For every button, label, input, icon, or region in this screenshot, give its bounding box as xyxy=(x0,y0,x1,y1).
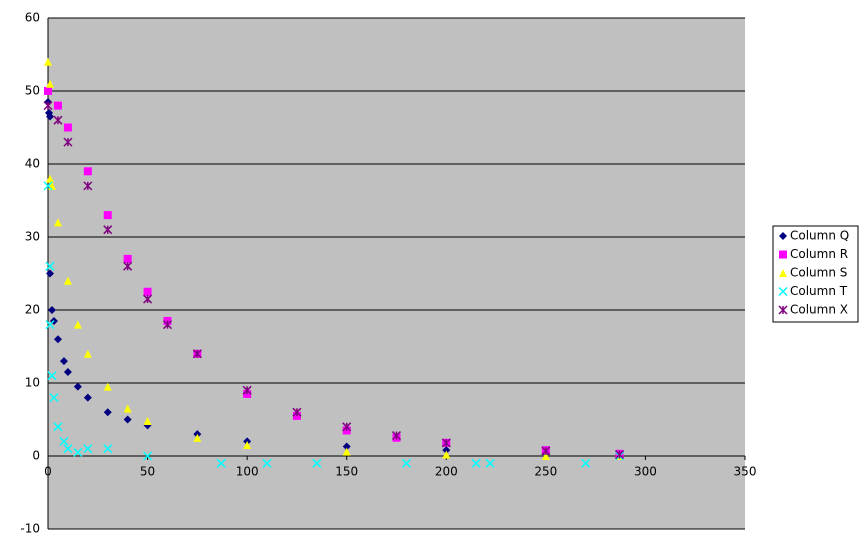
point xyxy=(541,452,550,460)
point xyxy=(541,446,551,456)
point xyxy=(43,181,53,191)
legend-label: Column Q xyxy=(790,229,849,243)
point xyxy=(53,422,63,432)
point xyxy=(442,446,451,455)
point xyxy=(262,458,272,468)
point xyxy=(59,357,68,366)
point xyxy=(123,415,132,424)
point xyxy=(43,101,53,111)
point xyxy=(103,211,112,220)
point xyxy=(581,458,591,468)
point xyxy=(73,320,82,329)
y-tick-label: 20 xyxy=(25,303,40,317)
point xyxy=(44,87,52,95)
point xyxy=(63,444,73,454)
point xyxy=(45,112,54,121)
point xyxy=(45,174,54,183)
point xyxy=(442,450,451,459)
point xyxy=(162,320,173,330)
point xyxy=(123,404,132,413)
y-tick-label: -10 xyxy=(20,522,40,536)
point xyxy=(342,422,352,432)
legend-marker xyxy=(779,232,787,240)
point xyxy=(401,458,411,468)
y-tick-label: 10 xyxy=(25,376,40,390)
y-tick-label: 60 xyxy=(25,11,40,25)
y-tick-label: 50 xyxy=(25,84,40,98)
point xyxy=(59,436,69,446)
y-tick-label: 0 xyxy=(32,449,40,463)
legend-box xyxy=(772,225,859,323)
point xyxy=(44,57,52,66)
point xyxy=(63,137,73,147)
point xyxy=(53,115,63,125)
point xyxy=(73,447,83,457)
point xyxy=(123,254,132,263)
point xyxy=(312,458,322,468)
point xyxy=(83,444,93,454)
point xyxy=(103,408,112,417)
point xyxy=(441,438,451,448)
point xyxy=(123,261,133,271)
point xyxy=(292,407,302,417)
point xyxy=(45,269,54,278)
point xyxy=(45,261,55,271)
point xyxy=(216,458,226,468)
x-tick-label: 300 xyxy=(634,465,657,479)
point xyxy=(83,181,93,191)
point xyxy=(53,335,62,344)
point xyxy=(615,450,625,460)
point xyxy=(53,101,62,110)
point xyxy=(49,393,59,403)
point xyxy=(143,416,152,425)
x-tick-label: 50 xyxy=(140,465,155,479)
point xyxy=(143,294,153,304)
point xyxy=(53,218,62,227)
legend-label: Column T xyxy=(790,284,848,298)
y-tick-label: 30 xyxy=(25,230,40,244)
point xyxy=(63,368,72,377)
point xyxy=(47,306,56,314)
point xyxy=(103,444,113,454)
legend-marker xyxy=(778,305,788,315)
point xyxy=(83,393,92,402)
x-tick-label: 0 xyxy=(44,465,52,479)
point xyxy=(73,382,82,391)
point xyxy=(143,451,153,461)
x-tick-label: 200 xyxy=(435,465,458,479)
point xyxy=(193,433,202,442)
x-tick-label: 100 xyxy=(236,465,259,479)
legend-marker xyxy=(779,269,787,277)
point xyxy=(103,225,113,235)
point xyxy=(45,320,55,330)
point xyxy=(83,349,92,358)
x-tick-label: 350 xyxy=(734,465,757,479)
point xyxy=(391,431,402,441)
point xyxy=(471,458,481,468)
legend-marker xyxy=(779,250,787,259)
point xyxy=(63,123,72,132)
point xyxy=(103,382,112,391)
point xyxy=(242,385,252,395)
point xyxy=(485,458,495,468)
legend-label: Column S xyxy=(790,266,847,280)
point xyxy=(243,441,252,450)
point xyxy=(192,349,202,359)
point xyxy=(63,276,72,285)
point xyxy=(143,287,152,296)
point xyxy=(47,371,57,381)
point xyxy=(45,79,54,88)
legend-label: Column X xyxy=(790,303,848,317)
x-tick-label: 150 xyxy=(335,465,358,479)
legend-label: Column R xyxy=(790,247,848,261)
plot-area xyxy=(48,18,745,529)
point xyxy=(83,167,92,176)
x-tick-label: 250 xyxy=(534,465,557,479)
point xyxy=(342,447,351,456)
legend-marker xyxy=(778,286,788,297)
y-tick-label: 40 xyxy=(25,157,40,171)
point xyxy=(342,442,351,451)
